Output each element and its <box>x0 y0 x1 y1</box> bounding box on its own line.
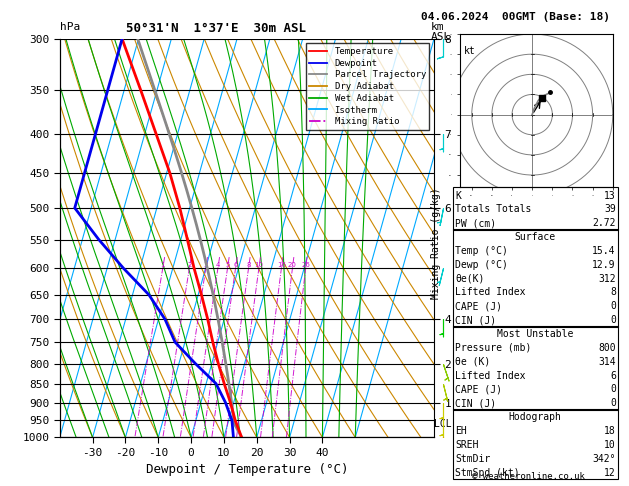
Text: PW (cm): PW (cm) <box>455 218 496 228</box>
Text: Temp (°C): Temp (°C) <box>455 246 508 256</box>
Text: 04.06.2024  00GMT (Base: 18): 04.06.2024 00GMT (Base: 18) <box>421 12 610 22</box>
Text: Mixing Ratio (g/kg): Mixing Ratio (g/kg) <box>431 187 441 299</box>
Text: Most Unstable: Most Unstable <box>497 329 574 339</box>
Text: 312: 312 <box>598 274 616 284</box>
Text: 1: 1 <box>160 262 165 268</box>
Text: Dewp (°C): Dewp (°C) <box>455 260 508 270</box>
Legend: Temperature, Dewpoint, Parcel Trajectory, Dry Adiabat, Wet Adiabat, Isotherm, Mi: Temperature, Dewpoint, Parcel Trajectory… <box>306 43 430 130</box>
Text: 0: 0 <box>610 384 616 395</box>
Text: km: km <box>431 22 444 32</box>
Text: SREH: SREH <box>455 440 479 450</box>
Text: 18: 18 <box>604 426 616 436</box>
Text: 6: 6 <box>610 370 616 381</box>
Text: StmSpd (kt): StmSpd (kt) <box>455 468 520 478</box>
Text: 0: 0 <box>610 315 616 325</box>
Text: 13: 13 <box>604 191 616 201</box>
Text: 39: 39 <box>604 204 616 214</box>
Text: 50°31'N  1°37'E  30m ASL: 50°31'N 1°37'E 30m ASL <box>126 22 306 35</box>
Text: LCL: LCL <box>434 419 452 429</box>
Text: 0: 0 <box>610 399 616 408</box>
Text: Totals Totals: Totals Totals <box>455 204 532 214</box>
Text: 10: 10 <box>254 262 264 268</box>
Text: K: K <box>455 191 461 201</box>
Text: 0: 0 <box>610 301 616 312</box>
Text: 12: 12 <box>604 468 616 478</box>
Text: 314: 314 <box>598 357 616 367</box>
Text: 2.72: 2.72 <box>593 218 616 228</box>
Text: 16: 16 <box>277 262 286 268</box>
X-axis label: Dewpoint / Temperature (°C): Dewpoint / Temperature (°C) <box>146 463 348 476</box>
Text: Pressure (mb): Pressure (mb) <box>455 343 532 353</box>
Text: 8: 8 <box>247 262 251 268</box>
Text: θe (K): θe (K) <box>455 357 491 367</box>
Text: CAPE (J): CAPE (J) <box>455 384 503 395</box>
Text: 12.9: 12.9 <box>593 260 616 270</box>
Text: 3: 3 <box>204 262 208 268</box>
Text: 5: 5 <box>225 262 230 268</box>
Text: hPa: hPa <box>60 21 80 32</box>
Text: © weatheronline.co.uk: © weatheronline.co.uk <box>472 472 585 481</box>
Text: 800: 800 <box>598 343 616 353</box>
Text: 6: 6 <box>233 262 238 268</box>
Text: kt: kt <box>464 46 476 56</box>
Text: 20: 20 <box>288 262 297 268</box>
Text: EH: EH <box>455 426 467 436</box>
Text: Surface: Surface <box>515 232 556 242</box>
Text: 4: 4 <box>216 262 220 268</box>
Text: 2: 2 <box>187 262 191 268</box>
Text: CAPE (J): CAPE (J) <box>455 301 503 312</box>
Text: 26: 26 <box>301 262 310 268</box>
Text: Hodograph: Hodograph <box>509 412 562 422</box>
Text: 15.4: 15.4 <box>593 246 616 256</box>
Text: Lifted Index: Lifted Index <box>455 370 526 381</box>
Text: CIN (J): CIN (J) <box>455 399 496 408</box>
Text: 342°: 342° <box>593 454 616 464</box>
Text: StmDir: StmDir <box>455 454 491 464</box>
Text: CIN (J): CIN (J) <box>455 315 496 325</box>
Text: θe(K): θe(K) <box>455 274 485 284</box>
Text: 8: 8 <box>610 288 616 297</box>
Text: ASL: ASL <box>431 32 451 42</box>
Text: Lifted Index: Lifted Index <box>455 288 526 297</box>
Text: 10: 10 <box>604 440 616 450</box>
